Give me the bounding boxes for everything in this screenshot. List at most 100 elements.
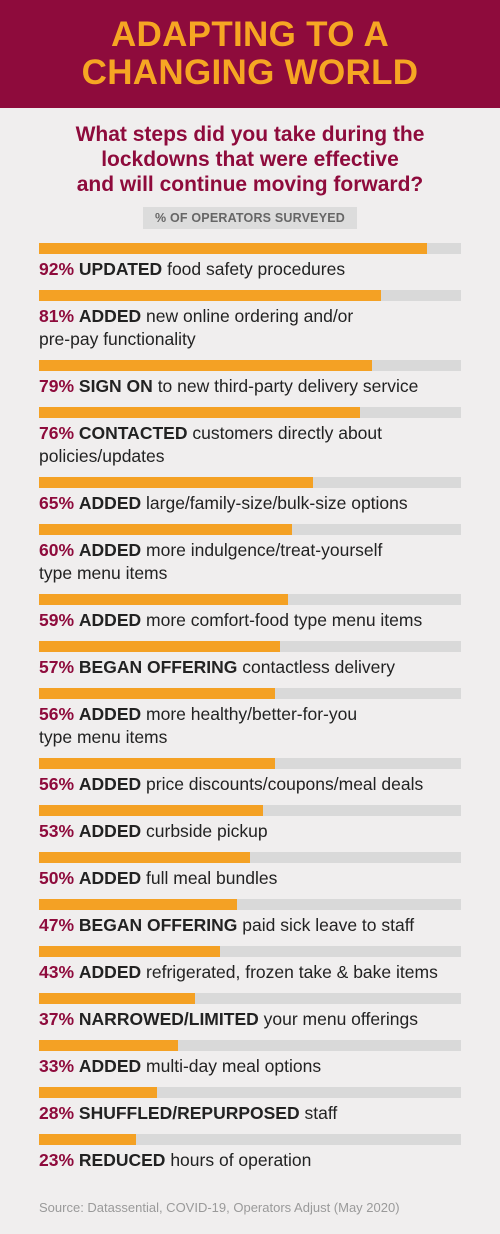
bar-label: 56% ADDED price discounts/coupons/meal d… — [39, 773, 469, 796]
bar-label: 47% BEGAN OFFERING paid sick leave to st… — [39, 914, 469, 937]
bar-track — [39, 594, 461, 605]
bar-label: 59% ADDED more comfort-food type menu it… — [39, 609, 469, 632]
bar-percent: 76% — [39, 423, 75, 443]
bar-verb: ADDED — [78, 774, 142, 794]
bar-label-line: pre-pay functionality — [39, 329, 196, 349]
bar-track — [39, 243, 461, 254]
bar-verb: ADDED — [78, 704, 142, 724]
bar-label: 23% REDUCED hours of operation — [39, 1149, 469, 1172]
bar-verb: NARROWED/LIMITED — [78, 1009, 259, 1029]
bar-label-line: 65% ADDED large/family-size/bulk-size op… — [39, 492, 469, 515]
bar-description: multi-day meal options — [146, 1056, 322, 1076]
bar-label-line: 56% ADDED more healthy/better-for-you — [39, 703, 469, 726]
bar-verb: ADDED — [78, 306, 142, 326]
bar-percent: 33% — [39, 1056, 75, 1076]
bar-verb: REDUCED — [78, 1150, 166, 1170]
bar-fill — [39, 758, 276, 769]
bar-fill — [39, 243, 428, 254]
bar-label-line: 59% ADDED more comfort-food type menu it… — [39, 609, 469, 632]
bar-label: 60% ADDED more indulgence/treat-yourself… — [39, 539, 469, 585]
bar-description: staff — [304, 1103, 338, 1123]
bar-track — [39, 1040, 461, 1051]
bar-label-line: 23% REDUCED hours of operation — [39, 1149, 469, 1172]
bar-fill — [39, 524, 293, 535]
bar-label-line: 81% ADDED new online ordering and/or — [39, 305, 469, 328]
bar-label: 43% ADDED refrigerated, frozen take & ba… — [39, 961, 469, 984]
bar-fill — [39, 407, 360, 418]
bar-track — [39, 1134, 461, 1145]
bar-label-line: type menu items — [39, 727, 168, 747]
bar-description: more comfort-food type menu items — [146, 610, 423, 630]
question-line-2: lockdowns that were effective — [101, 148, 399, 171]
bar-fill — [39, 1040, 179, 1051]
bar-verb: ADDED — [78, 493, 142, 513]
bar-label-line: type menu items — [39, 563, 168, 583]
bar-percent: 56% — [39, 774, 75, 794]
title-line-1: ADAPTING TO A — [110, 15, 390, 54]
bar-track — [39, 946, 461, 957]
bar-description: hours of operation — [170, 1150, 312, 1170]
bar-verb: SHUFFLED/REPURPOSED — [78, 1103, 300, 1123]
bar-description: contactless delivery — [242, 657, 395, 677]
bar-verb: CONTACTED — [78, 423, 188, 443]
bar-label-line: 37% NARROWED/LIMITED your menu offerings — [39, 1008, 469, 1031]
bar-percent: 57% — [39, 657, 75, 677]
bar-label-line: 53% ADDED curbside pickup — [39, 820, 469, 843]
bar-label: 53% ADDED curbside pickup — [39, 820, 469, 843]
bar-verb: ADDED — [78, 821, 142, 841]
bar-verb: BEGAN OFFERING — [78, 657, 238, 677]
bar-percent: 60% — [39, 540, 75, 560]
bar-fill — [39, 899, 238, 910]
bar-fill — [39, 805, 263, 816]
bar-track — [39, 688, 461, 699]
bar-label: 81% ADDED new online ordering and/or pre-… — [39, 305, 469, 351]
bar-percent: 92% — [39, 259, 75, 279]
bar-percent: 50% — [39, 868, 75, 888]
bar-description: food safety procedures — [167, 259, 346, 279]
bar-fill — [39, 290, 381, 301]
bar-description: curbside pickup — [146, 821, 268, 841]
bar-label-line: 43% ADDED refrigerated, frozen take & ba… — [39, 961, 469, 984]
bar-percent: 81% — [39, 306, 75, 326]
bar-label: 57% BEGAN OFFERING contactless delivery — [39, 656, 469, 679]
bar-track — [39, 290, 461, 301]
bar-percent: 47% — [39, 915, 75, 935]
bar-label-line: 56% ADDED price discounts/coupons/meal d… — [39, 773, 469, 796]
bar-label-line: 47% BEGAN OFFERING paid sick leave to st… — [39, 914, 469, 937]
bar-fill — [39, 852, 250, 863]
bar-label: 33% ADDED multi-day meal options — [39, 1055, 469, 1078]
bar-description: refrigerated, frozen take & bake items — [146, 962, 438, 982]
bar-label: 50% ADDED full meal bundles — [39, 867, 469, 890]
bar-description: more indulgence/treat-yourself — [146, 540, 383, 560]
bar-track — [39, 524, 461, 535]
subtitle-badge: % OF OPERATORS SURVEYED — [142, 207, 358, 229]
source-note: Source: Datassential, COVID-19, Operator… — [39, 1200, 400, 1215]
bar-label-line: 60% ADDED more indulgence/treat-yourself — [39, 539, 469, 562]
bar-track — [39, 758, 461, 769]
bar-fill — [39, 641, 280, 652]
bar-description: new online ordering and/or — [146, 306, 354, 326]
bar-label: 76% CONTACTED customers directly about po… — [39, 422, 469, 468]
bar-label: 92% UPDATED food safety procedures — [39, 258, 469, 281]
bar-description: customers directly about — [192, 423, 383, 443]
bar-percent: 23% — [39, 1150, 75, 1170]
header-banner: ADAPTING TO A CHANGING WORLD — [0, 0, 500, 108]
bar-track — [39, 477, 461, 488]
bar-percent: 65% — [39, 493, 75, 513]
bar-label-line: 92% UPDATED food safety procedures — [39, 258, 469, 281]
bar-label-line: 28% SHUFFLED/REPURPOSED staff — [39, 1102, 469, 1125]
bar-verb: ADDED — [78, 1056, 142, 1076]
bar-percent: 43% — [39, 962, 75, 982]
bar-fill — [39, 688, 276, 699]
bar-track — [39, 899, 461, 910]
bar-verb: BEGAN OFFERING — [78, 915, 238, 935]
bar-description: large/family-size/bulk-size options — [146, 493, 408, 513]
bar-fill — [39, 946, 221, 957]
bar-track — [39, 993, 461, 1004]
bar-track — [39, 852, 461, 863]
bar-label: 65% ADDED large/family-size/bulk-size op… — [39, 492, 469, 515]
bar-percent: 28% — [39, 1103, 75, 1123]
bar-description: your menu offerings — [263, 1009, 418, 1029]
bar-percent: 53% — [39, 821, 75, 841]
subtitle-wrap: % OF OPERATORS SURVEYED — [0, 207, 500, 229]
